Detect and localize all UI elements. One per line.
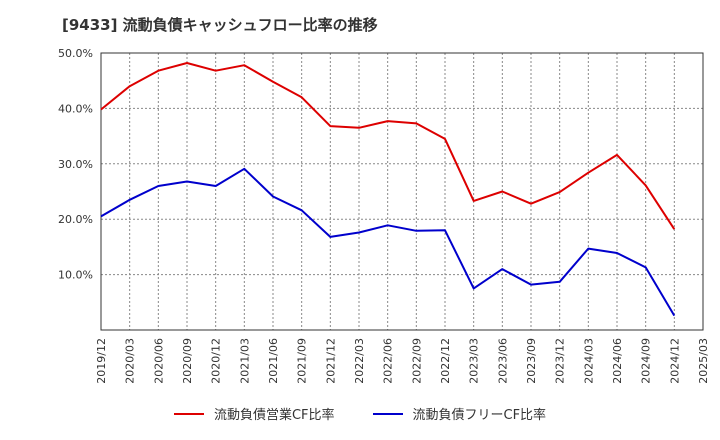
x-tick-label: 2022/03	[353, 338, 366, 384]
x-tick-label: 2024/09	[640, 338, 653, 384]
x-tick-label: 2020/12	[210, 338, 223, 384]
x-tick-label: 2025/03	[697, 338, 710, 384]
y-tick-label: 50.0%	[58, 47, 93, 60]
legend-swatch-free-cf	[372, 412, 403, 415]
legend-swatch-operating-cf	[173, 412, 204, 415]
x-tick-label: 2020/09	[181, 338, 194, 384]
x-tick-label: 2023/06	[496, 338, 509, 384]
x-tick-label: 2021/12	[324, 338, 337, 384]
series-line-free-cf	[100, 167, 676, 317]
series-lines	[100, 62, 676, 317]
x-tick-label: 2021/06	[267, 338, 280, 384]
legend-label-operating-cf: 流動負債営業CF比率	[213, 408, 335, 423]
chart-title: [9433] 流動負債キャッシュフロー比率の推移	[62, 16, 378, 34]
legend-item-free-cf: 流動負債フリーCF比率	[372, 404, 547, 423]
legend-label-free-cf: 流動負債フリーCF比率	[412, 408, 547, 423]
y-tick-label: 30.0%	[58, 158, 93, 171]
grid	[101, 53, 703, 330]
x-tick-label: 2021/03	[238, 338, 251, 384]
y-tick-label: 20.0%	[58, 213, 93, 226]
tick-labels: 10.0% 20.0% 30.0% 40.0% 50.0% 2019/12 2020/03 2…	[58, 47, 710, 384]
x-tick-label: 2023/09	[525, 338, 538, 384]
series-line-operating-cf	[100, 62, 676, 230]
x-tick-label: 2024/06	[611, 338, 624, 384]
y-tick-label: 40.0%	[58, 102, 93, 115]
x-tick-label: 2022/09	[410, 338, 423, 384]
legend: 流動負債営業CF比率 流動負債フリーCF比率	[0, 404, 720, 423]
x-tick-label: 2022/06	[382, 338, 395, 384]
x-tick-label: 2020/03	[124, 338, 137, 384]
y-tick-label: 10.0%	[58, 269, 93, 282]
legend-item-operating-cf: 流動負債営業CF比率	[173, 404, 335, 423]
x-tick-label: 2021/09	[296, 338, 309, 384]
x-tick-label: 2019/12	[95, 338, 108, 384]
plot-frame	[100, 52, 704, 331]
x-tick-label: 2023/12	[554, 338, 567, 384]
x-tick-label: 2024/12	[668, 338, 681, 384]
axes	[100, 52, 704, 331]
x-tick-label: 2020/06	[152, 338, 165, 384]
x-tick-label: 2023/03	[468, 338, 481, 384]
x-tick-label: 2024/03	[582, 338, 595, 384]
x-tick-label: 2022/12	[439, 338, 452, 384]
